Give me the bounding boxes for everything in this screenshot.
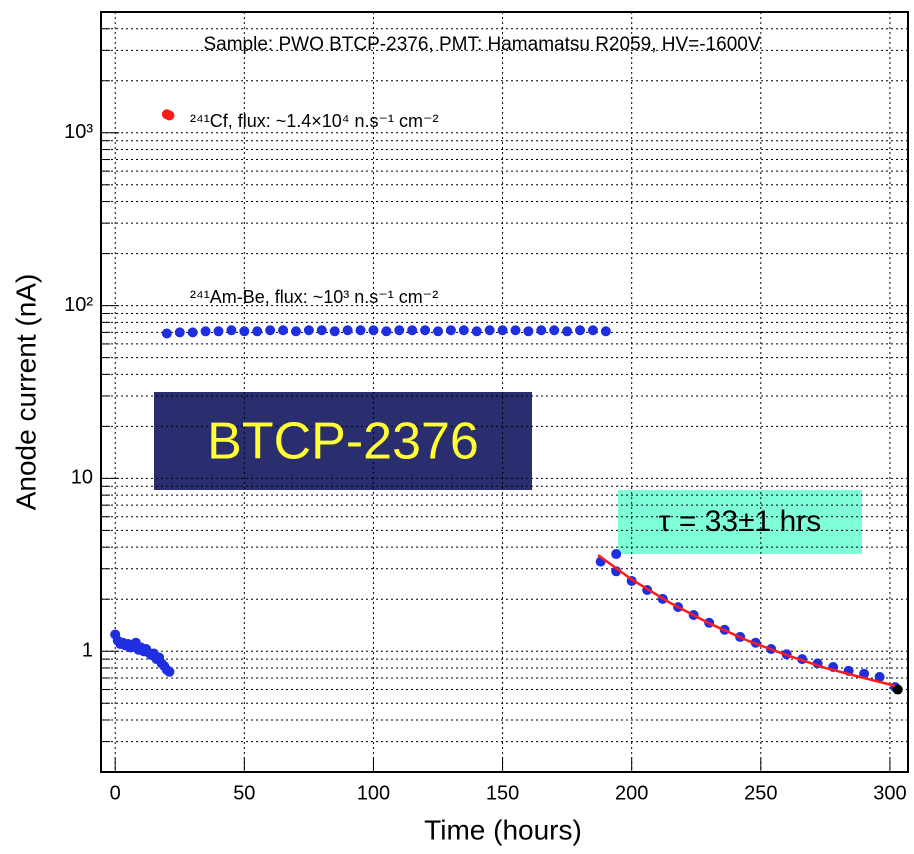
annotation: BTCP-2376 [207,413,479,471]
data-point [303,325,314,336]
annotation: ²⁴¹Cf, flux: ~1.4×10⁴ n.s⁻¹ cm⁻² [190,111,439,131]
data-point [164,110,175,121]
data-point [200,326,211,337]
annotation: ²⁴¹Am-Be, flux: ~10³ n.s⁻¹ cm⁻² [190,287,438,307]
data-point [433,326,444,337]
data-point [355,325,366,336]
data-point [368,325,379,336]
y-tick-label: 10³ [64,121,93,143]
data-point [342,325,353,336]
data-point [471,326,482,337]
x-axis-title: Time (hours) [424,814,582,845]
data-point [510,325,521,336]
data-point [575,325,586,336]
data-point [874,671,885,682]
data-point [316,325,327,336]
x-tick-label: 150 [486,782,519,804]
data-point [600,326,611,337]
data-point [329,326,340,337]
data-point [892,684,903,695]
data-point [381,326,392,337]
data-point [497,325,508,336]
data-point [252,326,263,337]
chart-title: Sample: PWO BTCP-2376, PMT: Hamamatsu R2… [203,34,760,55]
data-point [164,666,175,677]
fit-line [597,554,896,688]
data-point [523,326,534,337]
data-point [265,325,276,336]
data-point [562,326,573,337]
data-point [611,549,622,560]
data-point [226,325,237,336]
data-point [278,325,289,336]
label-box [618,490,862,554]
data-point [536,325,547,336]
data-point [445,325,456,336]
data-point [420,325,431,336]
data-point [394,325,405,336]
y-axis-title: Anode current (nA) [10,274,41,511]
data-point [458,325,469,336]
x-tick-label: 250 [744,782,777,804]
data-point [213,326,224,337]
x-tick-label: 0 [110,782,121,804]
y-tick-label: 1 [82,639,93,661]
data-point [484,325,495,336]
data-point [239,326,250,337]
y-tick-label: 10 [71,467,93,489]
data-point [174,327,185,338]
plot-frame [100,11,909,773]
label-box [154,392,532,490]
x-tick-label: 200 [615,782,648,804]
y-tick-label: 10² [64,294,93,316]
data-point [587,325,598,336]
data-point [187,327,198,338]
x-tick-label: 50 [233,782,255,804]
data-point [161,328,172,339]
data-point [290,326,301,337]
data-point [407,325,418,336]
data-point [549,325,560,336]
x-tick-label: 100 [357,782,390,804]
x-tick-label: 300 [873,782,906,804]
annotation: τ = 33±1 hrs [659,505,822,538]
